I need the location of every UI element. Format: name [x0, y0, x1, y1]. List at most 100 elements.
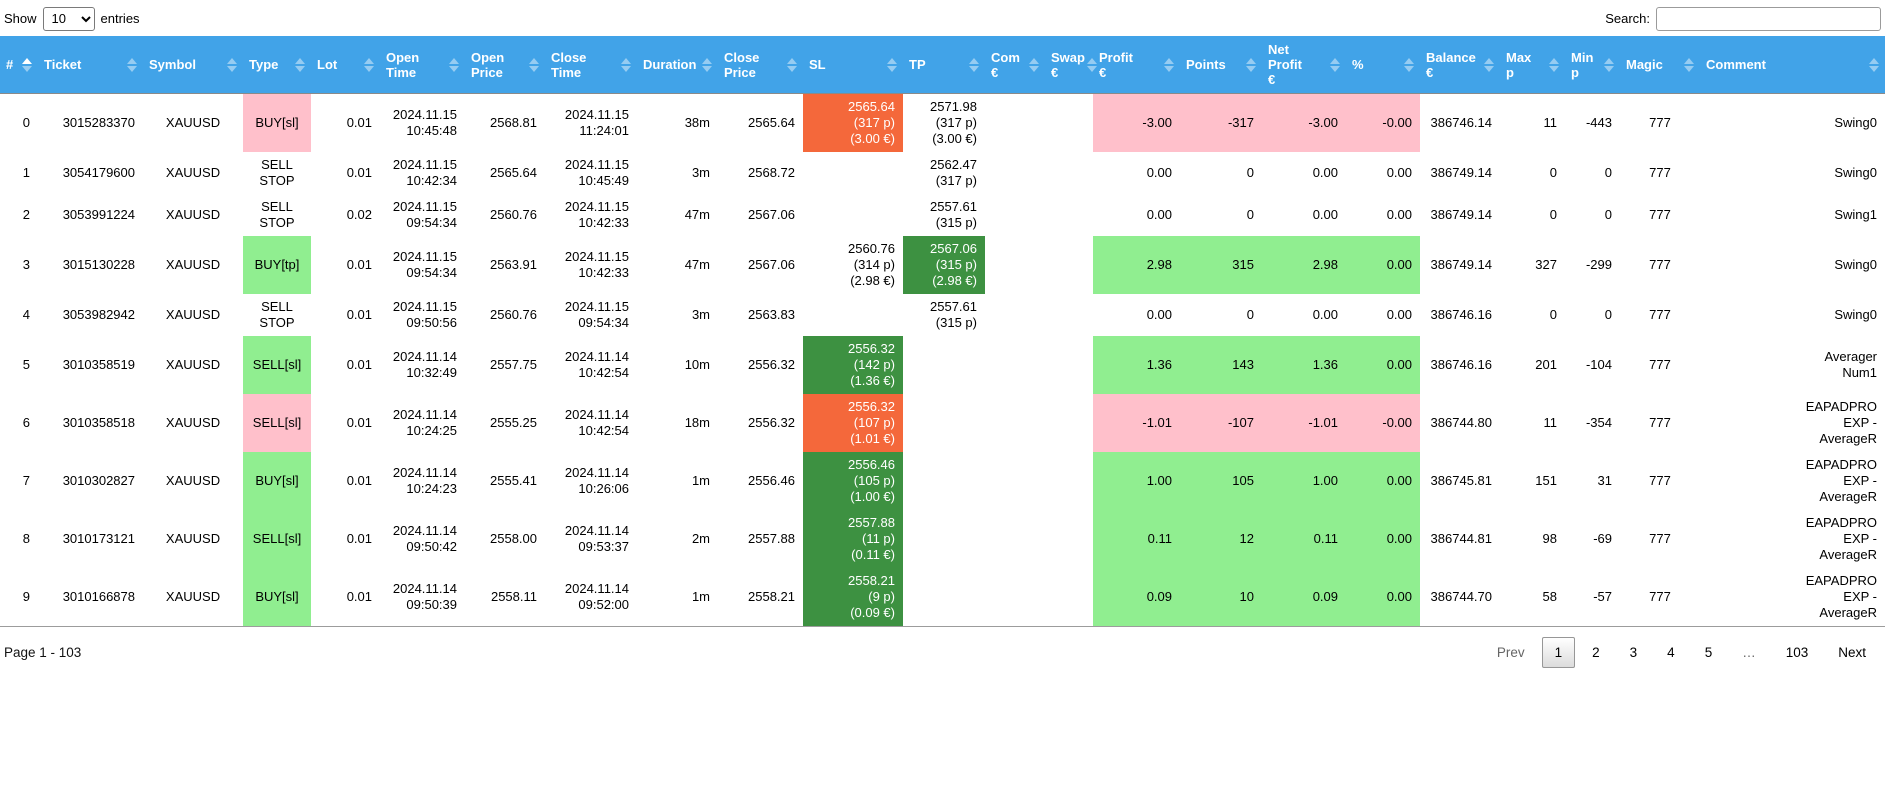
pagination-next[interactable]: Next [1838, 645, 1866, 660]
cell-open_price: 2560.76 [465, 294, 545, 336]
cell-com [985, 294, 1045, 336]
cell-magic: 777 [1620, 236, 1700, 294]
column-header-net_profit[interactable]: Net Profit € [1262, 36, 1346, 94]
cell-symbol: XAUUSD [143, 336, 243, 394]
sort-icon [621, 57, 631, 72]
column-header-ticket[interactable]: Ticket [38, 36, 143, 94]
cell-num: 5 [0, 336, 38, 394]
cell-sl: 2558.21 (9 p) (0.09 €) [803, 568, 903, 627]
pagination-page-103[interactable]: 103 [1785, 645, 1809, 660]
cell-num: 3 [0, 236, 38, 294]
column-label: Com € [991, 49, 1020, 80]
cell-close_time: 2024.11.14 10:42:54 [545, 394, 637, 452]
cell-sl: 2565.64 (317 p) (3.00 €) [803, 93, 903, 152]
sort-icon [887, 57, 897, 72]
column-label: Duration [643, 57, 697, 72]
column-header-open_time[interactable]: Open Time [380, 36, 465, 94]
cell-num: 2 [0, 194, 38, 236]
cell-tp [903, 452, 985, 510]
cell-type: SELL STOP [243, 152, 311, 194]
cell-balance: 386744.81 [1420, 510, 1500, 568]
column-header-swap[interactable]: Swap € [1045, 36, 1097, 94]
cell-duration: 18m [637, 394, 718, 452]
cell-lot: 0.01 [311, 152, 380, 194]
cell-net_profit: 0.00 [1262, 152, 1346, 194]
cell-min_p: -443 [1565, 93, 1620, 152]
column-header-com[interactable]: Com € [985, 36, 1045, 94]
cell-sl: 2556.32 (142 p) (1.36 €) [803, 336, 903, 394]
cell-close_price: 2557.88 [718, 510, 803, 568]
column-header-tp[interactable]: TP [903, 36, 985, 94]
pagination-page-4[interactable]: 4 [1667, 645, 1675, 660]
column-header-balance[interactable]: Balance € [1420, 36, 1500, 94]
cell-com [985, 194, 1045, 236]
sort-icon [969, 57, 979, 72]
cell-comment: EAPADPRO EXP - AverageR [1700, 452, 1885, 510]
cell-sl [803, 194, 903, 236]
cell-min_p: -69 [1565, 510, 1620, 568]
cell-close_price: 2563.83 [718, 294, 803, 336]
column-header-lot[interactable]: Lot [311, 36, 380, 94]
cell-profit: -1.01 [1093, 394, 1180, 452]
column-label: % [1352, 57, 1364, 72]
cell-balance: 386745.81 [1420, 452, 1500, 510]
column-header-magic[interactable]: Magic [1620, 36, 1700, 94]
cell-ticket: 3010302827 [38, 452, 143, 510]
cell-close_price: 2558.21 [718, 568, 803, 627]
cell-net_profit: 0.00 [1262, 194, 1346, 236]
column-header-min_p[interactable]: Min p [1565, 36, 1620, 94]
cell-profit: 2.98 [1093, 236, 1180, 294]
pagination-page-1[interactable]: 1 [1541, 637, 1576, 668]
cell-lot: 0.01 [311, 394, 380, 452]
cell-net_profit: 0.11 [1262, 510, 1346, 568]
sort-icon [295, 57, 305, 72]
cell-magic: 777 [1620, 93, 1700, 152]
column-header-comment[interactable]: Comment [1700, 36, 1885, 94]
cell-ticket: 3010358518 [38, 394, 143, 452]
column-header-sl[interactable]: SL [803, 36, 903, 94]
sort-icon [1246, 57, 1256, 72]
cell-open_price: 2563.91 [465, 236, 545, 294]
column-header-type[interactable]: Type [243, 36, 311, 94]
cell-pct: 0.00 [1346, 510, 1420, 568]
column-header-close_time[interactable]: Close Time [545, 36, 637, 94]
column-header-max_p[interactable]: Max p [1500, 36, 1565, 94]
cell-pct: 0.00 [1346, 294, 1420, 336]
column-header-close_price[interactable]: Close Price [718, 36, 803, 94]
column-header-points[interactable]: Points [1180, 36, 1262, 94]
cell-com [985, 452, 1045, 510]
cell-swap [1045, 236, 1093, 294]
cell-num: 6 [0, 394, 38, 452]
cell-points: 0 [1180, 194, 1262, 236]
cell-com [985, 568, 1045, 627]
table-footer: Page 1 - 103 Prev 1 2 3 4 5 … 103 Next [0, 627, 1885, 676]
column-label: Open Time [386, 49, 420, 80]
column-header-symbol[interactable]: Symbol [143, 36, 243, 94]
cell-profit: 0.00 [1093, 194, 1180, 236]
cell-ticket: 3053991224 [38, 194, 143, 236]
cell-lot: 0.02 [311, 194, 380, 236]
sort-icon [449, 57, 459, 72]
search-control: Search: [1605, 6, 1881, 31]
column-header-num[interactable]: # [0, 36, 38, 94]
cell-profit: 0.00 [1093, 152, 1180, 194]
column-header-pct[interactable]: % [1346, 36, 1420, 94]
pagination-prev[interactable]: Prev [1496, 645, 1525, 660]
table-controls: Show 10 entries Search: [0, 0, 1885, 36]
pagination-page-3[interactable]: 3 [1629, 645, 1638, 660]
cell-max_p: 201 [1500, 336, 1565, 394]
page-length-select[interactable]: 10 [42, 6, 95, 31]
search-input[interactable] [1656, 6, 1881, 31]
cell-com [985, 394, 1045, 452]
pagination-page-2[interactable]: 2 [1592, 645, 1600, 660]
cell-net_profit: 1.36 [1262, 336, 1346, 394]
column-header-profit[interactable]: Profit € [1093, 36, 1180, 94]
cell-open_time: 2024.11.15 10:42:34 [380, 152, 465, 194]
column-header-open_price[interactable]: Open Price [465, 36, 545, 94]
cell-points: 10 [1180, 568, 1262, 627]
cell-symbol: XAUUSD [143, 93, 243, 152]
pagination-page-5[interactable]: 5 [1704, 645, 1713, 660]
column-header-duration[interactable]: Duration [637, 36, 718, 94]
cell-close_time: 2024.11.14 10:42:54 [545, 336, 637, 394]
cell-close_time: 2024.11.15 10:45:49 [545, 152, 637, 194]
